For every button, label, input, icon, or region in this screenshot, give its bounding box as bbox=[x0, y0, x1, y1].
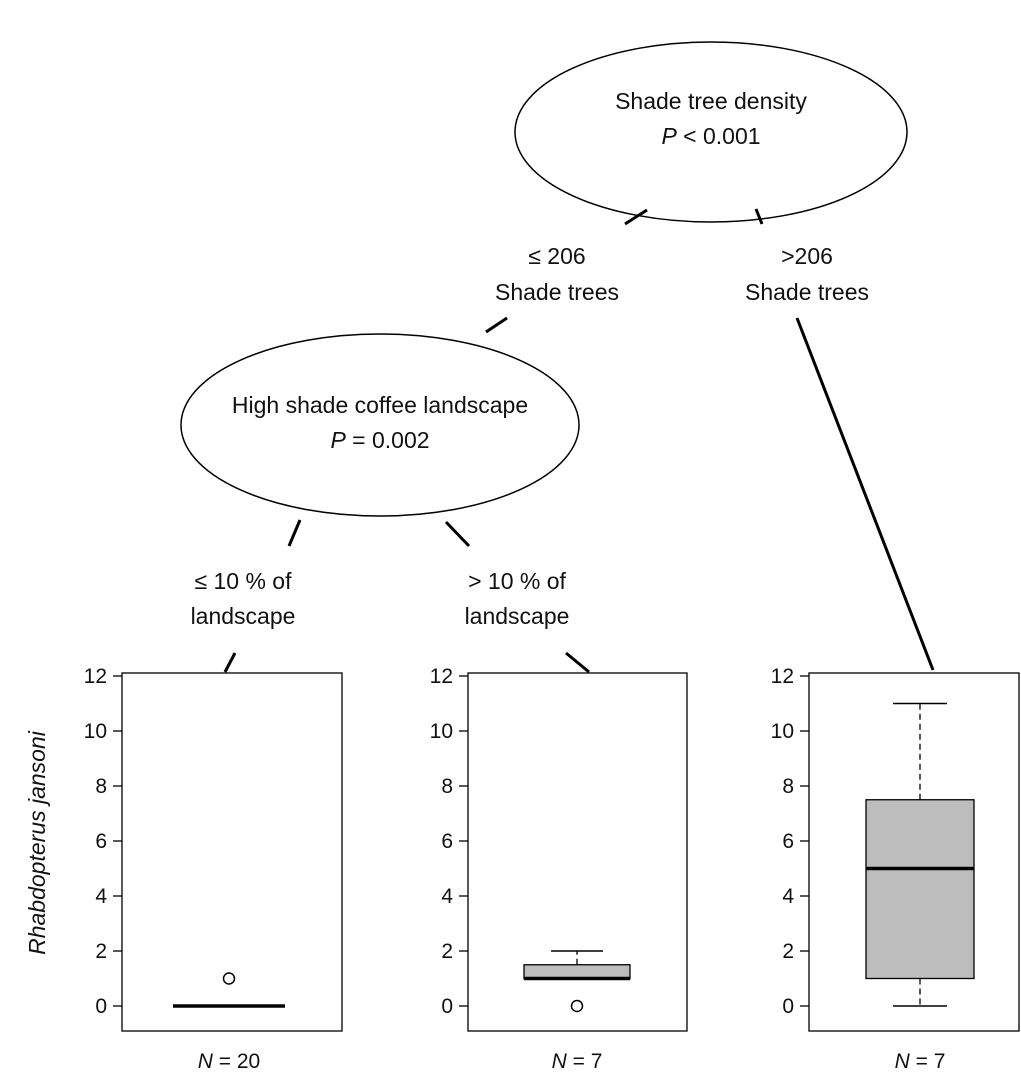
boxplot-panel-2: 0 2 4 6 8 10 12 N = 7 bbox=[430, 665, 688, 1073]
edge-label-left-line2: Shade trees bbox=[495, 279, 619, 305]
edge-inner-left-bottom bbox=[223, 652, 237, 673]
y-tick-label: 10 bbox=[771, 720, 794, 743]
panel-frame bbox=[467, 672, 688, 1032]
edge-lines bbox=[223, 208, 935, 674]
edge-label-inner-right-line1: > 10 % of bbox=[468, 568, 566, 594]
y-tick-label: 6 bbox=[441, 830, 453, 853]
y-tick-label: 6 bbox=[95, 830, 107, 853]
inner-node-label: High shade coffee landscape bbox=[232, 392, 528, 418]
root-node-p-value: < 0.001 bbox=[677, 123, 761, 149]
y-tick-label: 12 bbox=[430, 665, 453, 688]
edge-label-right-line2: Shade trees bbox=[745, 279, 869, 305]
edge-inner-right-top bbox=[444, 520, 471, 548]
y-tick-label: 10 bbox=[84, 720, 107, 743]
sample-size-label: N = 7 bbox=[895, 1050, 946, 1073]
edge-inner-right-bottom bbox=[565, 651, 590, 674]
outlier-point bbox=[570, 999, 584, 1013]
inner-node-p-value: = 0.002 bbox=[346, 427, 430, 453]
edge-labels: ≤ 206 Shade trees >206 Shade trees ≤ 10 … bbox=[191, 243, 869, 629]
y-tick-label: 12 bbox=[771, 665, 794, 688]
edge-inner-left-top bbox=[287, 519, 302, 547]
root-node-ellipse bbox=[514, 41, 908, 223]
panel-frame bbox=[808, 672, 1020, 1032]
panel-frame bbox=[121, 672, 343, 1032]
y-tick-label: 2 bbox=[782, 940, 794, 963]
edge-label-inner-right-line2: landscape bbox=[465, 603, 570, 629]
inner-node-pvalue: P = 0.002 bbox=[330, 427, 429, 453]
y-tick-label: 0 bbox=[441, 995, 453, 1018]
y-tick-label: 0 bbox=[782, 995, 794, 1018]
root-node-p-symbol: P bbox=[661, 123, 677, 149]
y-tick-label: 8 bbox=[782, 775, 794, 798]
root-node: Shade tree density P < 0.001 bbox=[514, 41, 908, 223]
sample-size-label: N = 7 bbox=[552, 1050, 603, 1073]
inner-node: High shade coffee landscape P = 0.002 bbox=[180, 333, 580, 517]
y-tick-label: 0 bbox=[95, 995, 107, 1018]
edge-label-inner-left-line1: ≤ 10 % of bbox=[194, 568, 292, 594]
edge-label-left-line1: ≤ 206 bbox=[528, 243, 585, 269]
root-node-pvalue: P < 0.001 bbox=[661, 123, 760, 149]
edge-label-inner-left-line2: landscape bbox=[191, 603, 296, 629]
edge-label-right-line1: >206 bbox=[781, 243, 833, 269]
y-tick-label: 10 bbox=[430, 720, 453, 743]
inner-node-ellipse bbox=[180, 333, 580, 517]
root-node-label: Shade tree density bbox=[615, 88, 807, 114]
y-tick-label: 2 bbox=[441, 940, 453, 963]
y-tick-label: 2 bbox=[95, 940, 107, 963]
edge-root-left-top bbox=[624, 208, 648, 226]
boxplot-panel-1: 0 2 4 6 8 10 12 N = 20 bbox=[84, 665, 343, 1073]
edge-root-left-bottom bbox=[485, 316, 508, 334]
box-iqr bbox=[865, 799, 975, 980]
boxplot-panel-3: 0 2 4 6 8 10 12 N = 7 bbox=[771, 665, 1020, 1073]
y-tick-label: 4 bbox=[95, 885, 107, 908]
edge-root-right-long bbox=[795, 317, 935, 671]
box-iqr bbox=[523, 964, 631, 980]
y-tick-label: 12 bbox=[84, 665, 107, 688]
edge-root-right-top bbox=[754, 208, 764, 225]
y-tick-label: 6 bbox=[782, 830, 794, 853]
outlier-point bbox=[222, 972, 236, 985]
y-tick-label: 4 bbox=[441, 885, 453, 908]
y-tick-label: 8 bbox=[95, 775, 107, 798]
sample-size-label: N = 20 bbox=[198, 1050, 260, 1073]
y-tick-label: 8 bbox=[441, 775, 453, 798]
inner-node-p-symbol: P bbox=[330, 427, 346, 453]
y-axis-title: Rhabdopterus jansoni bbox=[24, 730, 50, 955]
y-tick-label: 4 bbox=[782, 885, 794, 908]
